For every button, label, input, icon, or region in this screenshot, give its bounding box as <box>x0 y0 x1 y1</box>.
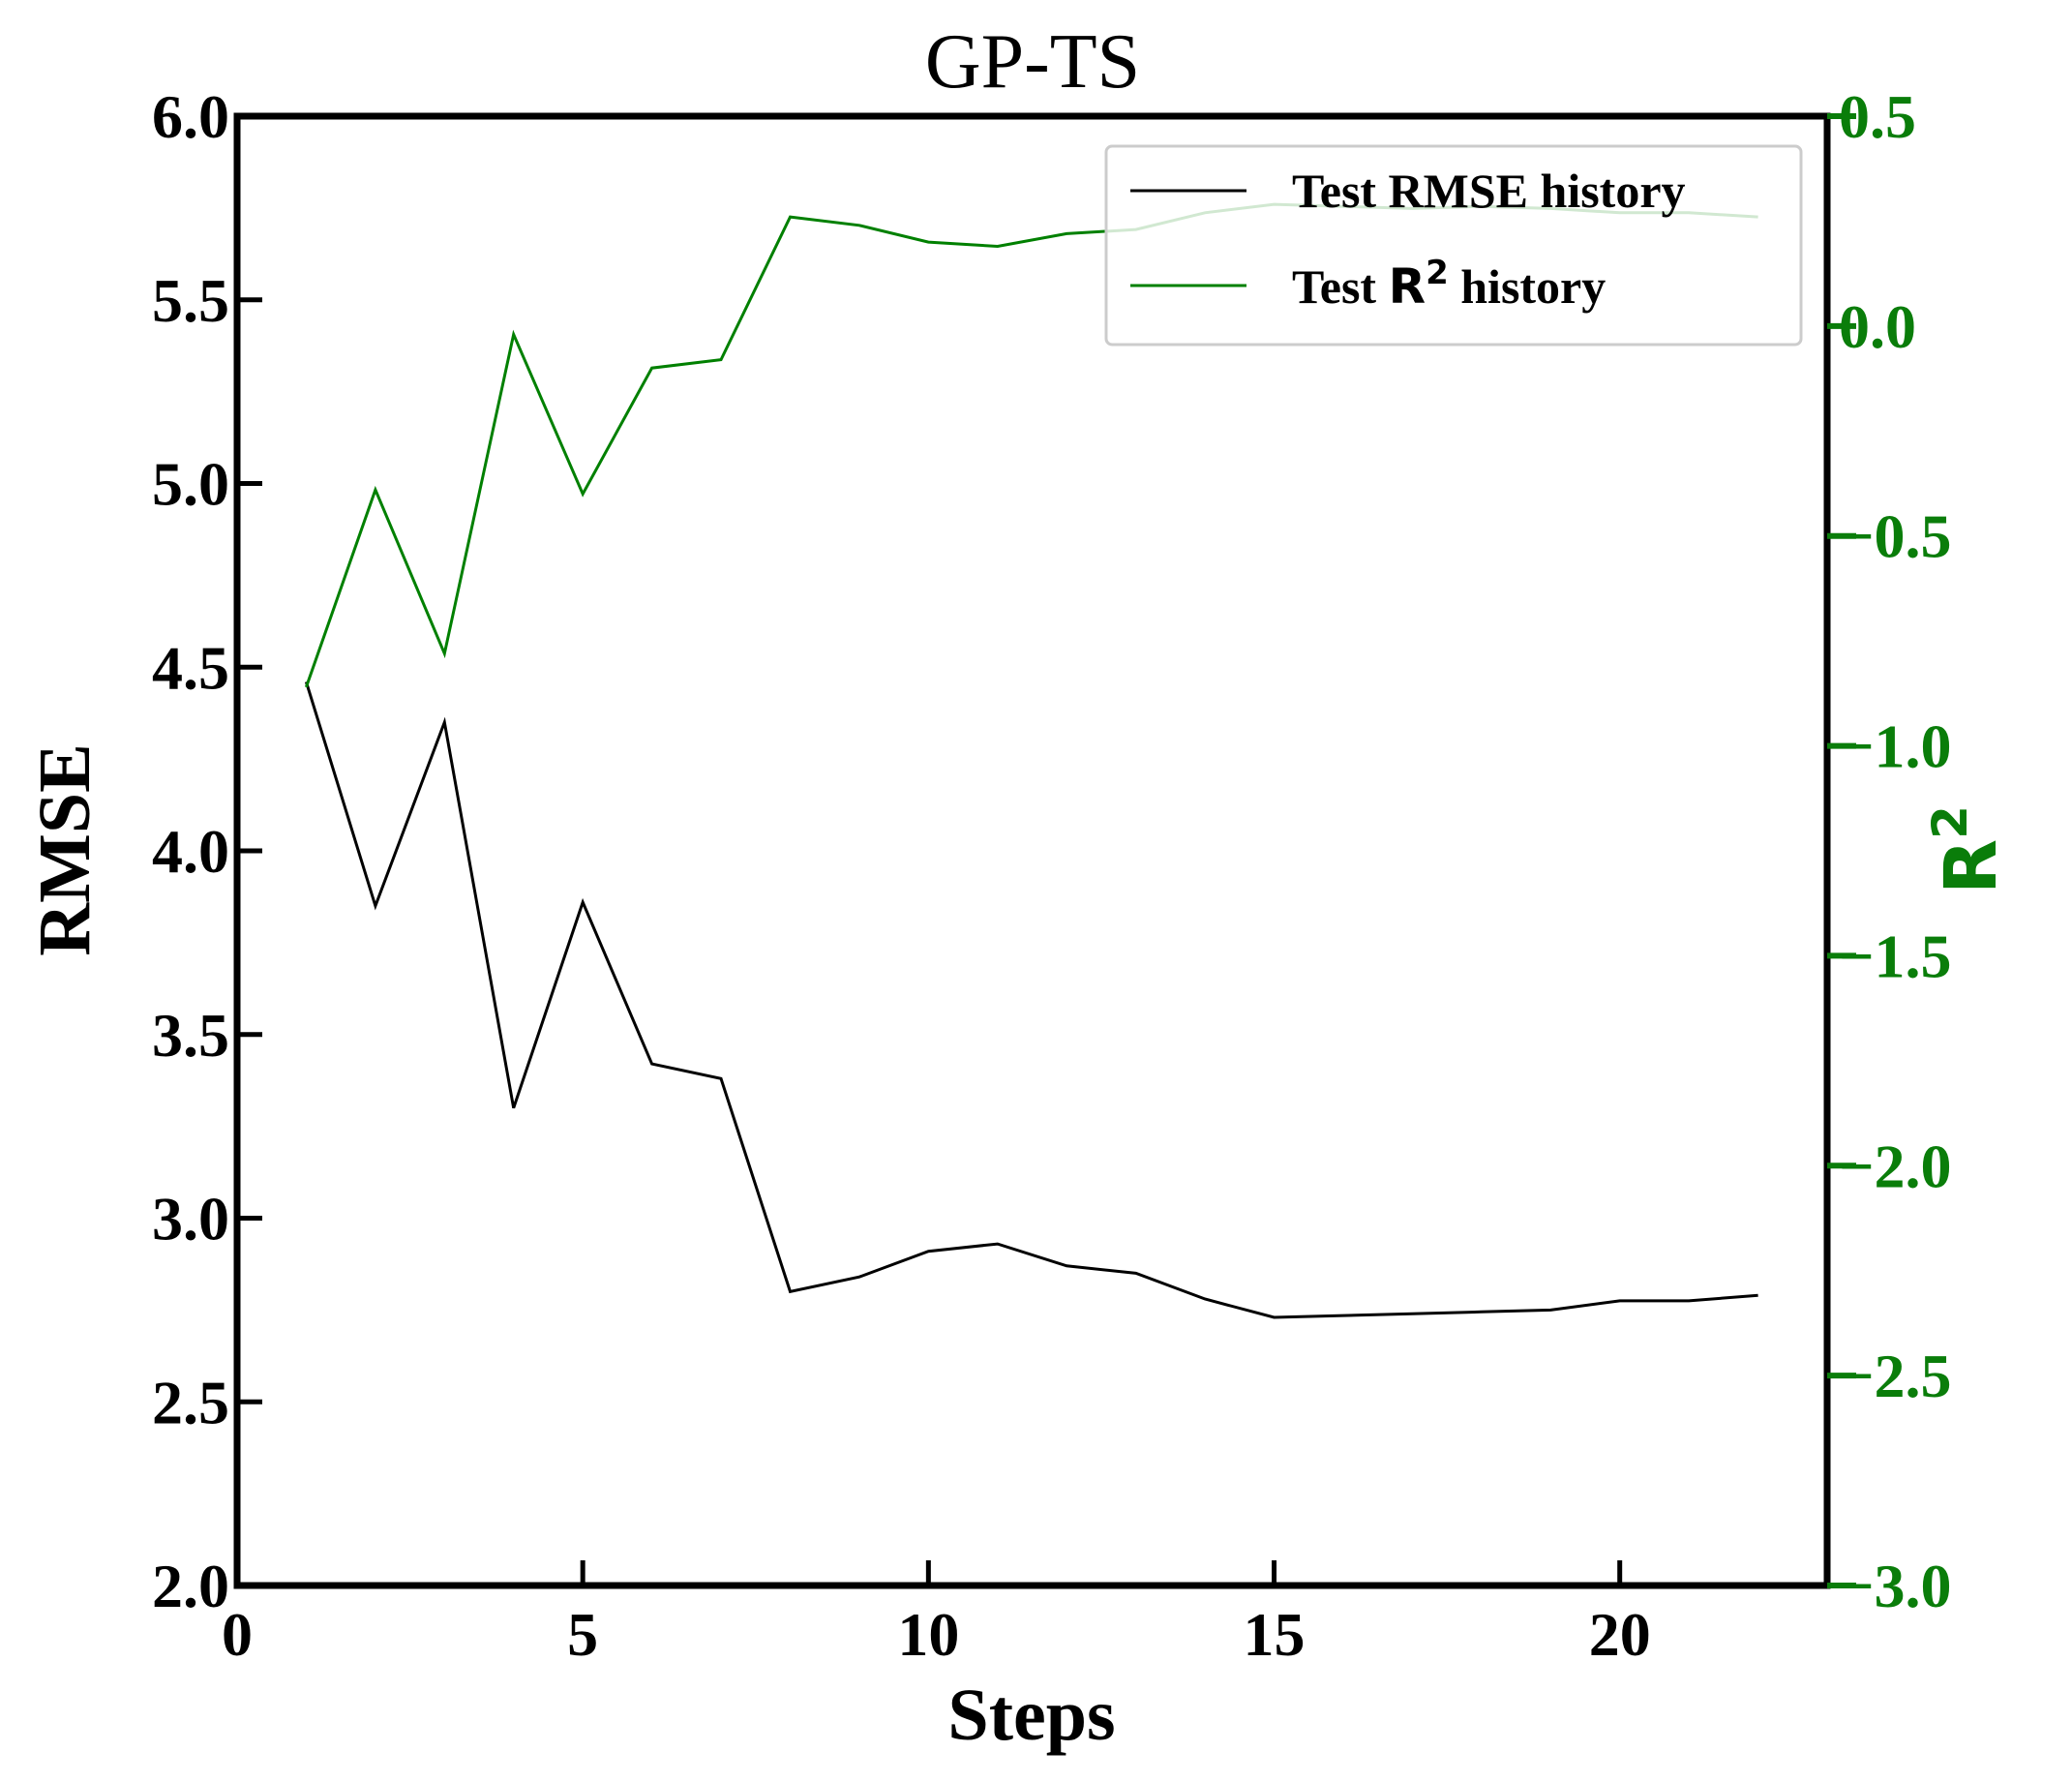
x-tick-label: 10 <box>897 1600 959 1669</box>
y2-tick-label: −1.5 <box>1839 921 1951 990</box>
chart-title: GP-TS <box>925 19 1140 105</box>
legend-label-rmse: Test RMSE history <box>1292 164 1686 218</box>
y-tick-label: 6.0 <box>152 82 229 151</box>
y-tick-label: 5.5 <box>152 266 229 335</box>
y2-tick-label: −0.5 <box>1839 502 1951 571</box>
y-tick-label: 2.5 <box>152 1368 229 1436</box>
y-tick-label: 3.0 <box>152 1185 229 1253</box>
x-axis-ticks: 0 5 10 15 20 <box>222 1560 1651 1669</box>
x-tick-label: 15 <box>1244 1600 1306 1669</box>
x-axis-label: Steps <box>947 1675 1115 1756</box>
y-tick-label: 5.0 <box>152 450 229 519</box>
y-tick-label: 3.5 <box>152 1001 229 1070</box>
x-tick-label: 0 <box>222 1600 253 1669</box>
series-line-rmse <box>304 680 1758 1319</box>
y2-tick-label: −1.0 <box>1839 712 1951 781</box>
legend: Test RMSE history Test R2 history <box>1104 144 1803 347</box>
y-tick-label: 2.0 <box>152 1552 229 1620</box>
y2-tick-label: 0.0 <box>1839 292 1916 361</box>
legend-label-r2-prefix: Test <box>1292 259 1389 314</box>
y2-axis-label: R2 <box>1922 805 2013 894</box>
y-tick-label: 4.0 <box>152 817 229 886</box>
y-axis-label: RMSE <box>24 743 105 956</box>
y2-axis-ticks: −3.0 −2.5 −2.0 −1.5 −1.0 −0.5 0.0 0.5 <box>1827 82 1951 1620</box>
y2-axis-label-superscript: 2 <box>1922 805 1978 839</box>
y2-tick-label: −2.0 <box>1839 1132 1951 1200</box>
legend-label-r2: Test R2 history <box>1292 254 1606 315</box>
x-tick-label: 20 <box>1589 1600 1651 1669</box>
legend-label-r2-symbol: R <box>1389 258 1426 315</box>
legend-label-r2-suffix: history <box>1449 259 1607 314</box>
y-axis-ticks: 2.0 2.5 3.0 3.5 4.0 4.5 5.0 5.5 6.0 <box>152 82 262 1620</box>
y2-tick-label: 0.5 <box>1839 82 1916 151</box>
y2-axis-label-symbol: R <box>1930 839 2013 894</box>
y-tick-label: 4.5 <box>152 633 229 702</box>
legend-box <box>1104 144 1803 347</box>
legend-label-r2-superscript: 2 <box>1426 254 1449 292</box>
x-tick-label: 5 <box>567 1600 598 1669</box>
y2-tick-label: −2.5 <box>1839 1342 1951 1410</box>
y2-tick-label: −3.0 <box>1839 1552 1951 1620</box>
